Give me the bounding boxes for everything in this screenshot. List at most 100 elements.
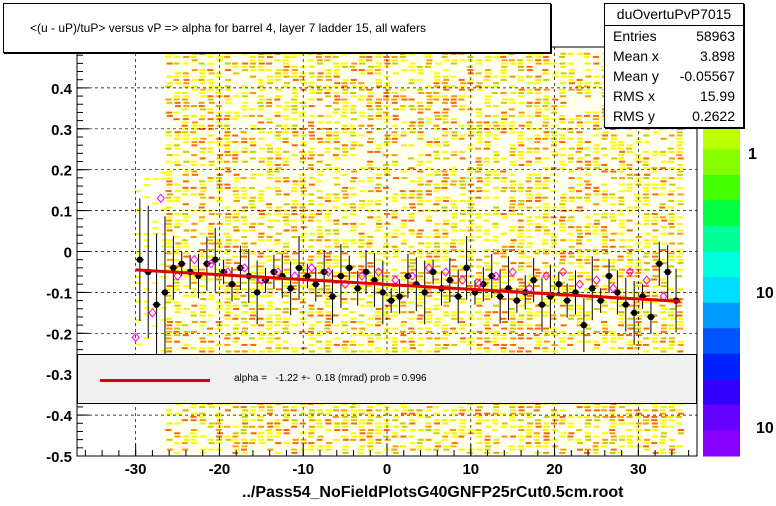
bin	[317, 235, 324, 238]
bin	[443, 177, 450, 180]
bin	[207, 239, 214, 242]
bin	[258, 52, 265, 55]
bin	[274, 114, 281, 117]
bin	[173, 144, 180, 147]
bin	[309, 75, 316, 78]
bin	[366, 59, 373, 62]
bin	[225, 216, 232, 219]
bin	[426, 258, 433, 261]
bin	[552, 334, 559, 337]
bin	[224, 167, 231, 170]
bin	[660, 330, 667, 333]
bin	[308, 255, 315, 258]
bin	[552, 445, 559, 448]
data-point	[424, 263, 434, 273]
bin	[308, 337, 315, 340]
bin	[309, 425, 316, 428]
bin	[677, 432, 684, 435]
bin	[225, 78, 232, 81]
bin	[392, 451, 399, 454]
bin	[526, 91, 533, 94]
bin	[594, 343, 601, 346]
bin	[484, 442, 491, 445]
bin	[475, 160, 482, 163]
bin	[207, 88, 214, 91]
bin	[450, 154, 457, 157]
bin	[425, 52, 432, 55]
bin	[534, 183, 541, 186]
bin	[359, 72, 366, 75]
bin	[576, 448, 583, 451]
bin	[382, 154, 389, 157]
bin	[468, 249, 475, 252]
bin	[560, 324, 567, 327]
bin	[551, 131, 558, 134]
bin	[182, 137, 189, 140]
bin	[359, 419, 366, 422]
bin	[375, 432, 382, 435]
bin	[660, 406, 667, 409]
bin	[183, 216, 190, 219]
bin	[225, 258, 232, 261]
bin	[660, 242, 667, 245]
bin	[534, 150, 541, 153]
bin	[291, 69, 298, 72]
bin	[325, 72, 332, 75]
bin	[282, 216, 289, 219]
bin	[173, 288, 180, 291]
bin	[250, 271, 257, 274]
bin	[266, 121, 273, 124]
bin	[441, 206, 448, 209]
bin	[358, 425, 365, 428]
bin	[669, 337, 676, 340]
bin	[542, 429, 549, 432]
bin	[576, 252, 583, 255]
bin	[435, 62, 442, 65]
bin	[166, 317, 173, 320]
bin	[441, 438, 448, 441]
bin	[341, 65, 348, 68]
data-point	[212, 256, 219, 263]
bin	[215, 72, 222, 75]
bin	[392, 409, 399, 412]
bin	[291, 451, 298, 454]
bin	[433, 448, 440, 451]
bin	[165, 196, 172, 199]
bin	[543, 275, 550, 278]
bin	[382, 245, 389, 248]
bin	[466, 409, 473, 412]
bin	[375, 438, 382, 441]
data-point	[580, 321, 588, 329]
bin	[560, 163, 567, 166]
bin	[501, 62, 508, 65]
bin	[576, 78, 583, 81]
bin	[416, 249, 423, 252]
bin	[643, 134, 650, 137]
bin	[417, 137, 424, 140]
bin	[258, 190, 265, 193]
bin	[476, 275, 483, 278]
data-point	[307, 263, 316, 273]
bin	[526, 275, 533, 278]
bin	[308, 105, 315, 108]
bin	[341, 85, 348, 88]
bin	[619, 245, 626, 248]
bin	[443, 314, 450, 317]
bin	[442, 255, 449, 258]
bin	[332, 154, 339, 157]
bin	[500, 157, 507, 160]
bin	[200, 196, 207, 199]
bin	[292, 183, 299, 186]
bin	[593, 167, 600, 170]
bin	[576, 232, 583, 235]
bin	[542, 137, 549, 140]
bin	[627, 317, 634, 320]
bin	[317, 114, 324, 117]
bin	[450, 101, 457, 104]
bin	[592, 232, 599, 235]
bin	[425, 429, 432, 432]
bin	[274, 425, 281, 428]
bin	[493, 343, 500, 346]
bin	[316, 160, 323, 163]
bin	[383, 118, 390, 121]
